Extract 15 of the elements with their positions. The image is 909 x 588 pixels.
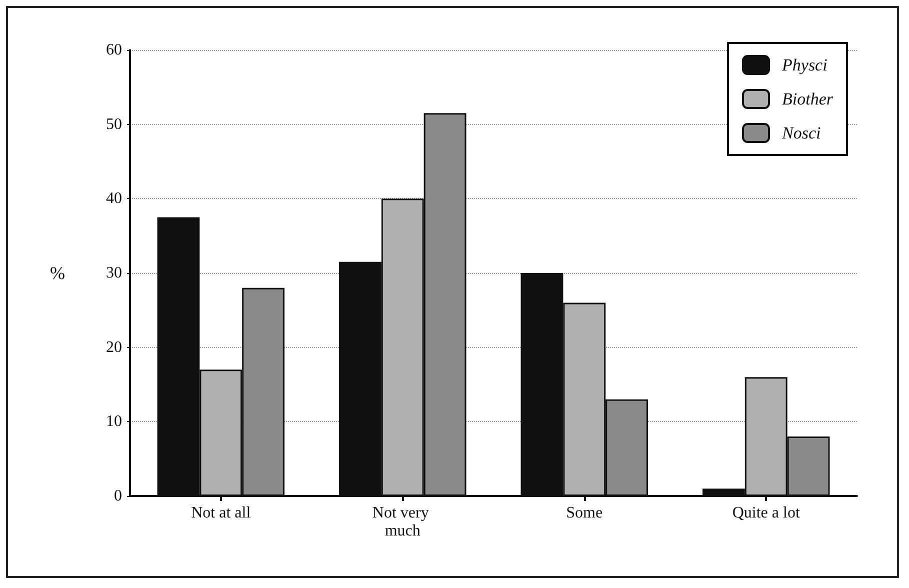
y-tick-label: 30 — [106, 264, 122, 282]
y-tick-label: 60 — [106, 42, 122, 58]
x-tick-label: Not at all — [191, 504, 252, 522]
x-tick-label: Some — [566, 504, 603, 522]
y-axis-title: % — [50, 263, 65, 283]
legend-label: Nosci — [781, 124, 822, 142]
x-tick-label: Not very much — [372, 504, 433, 540]
y-tick-label: 10 — [106, 413, 122, 430]
y-tick-label: 40 — [106, 190, 122, 208]
y-tick-label: 0 — [114, 488, 122, 504]
legend-label: Biother — [782, 90, 834, 108]
x-tick-label: Quite a lot — [732, 504, 800, 522]
y-tick-label: 20 — [106, 338, 122, 356]
y-tick-label: 50 — [106, 116, 122, 133]
legend-label: Physci — [781, 56, 828, 74]
